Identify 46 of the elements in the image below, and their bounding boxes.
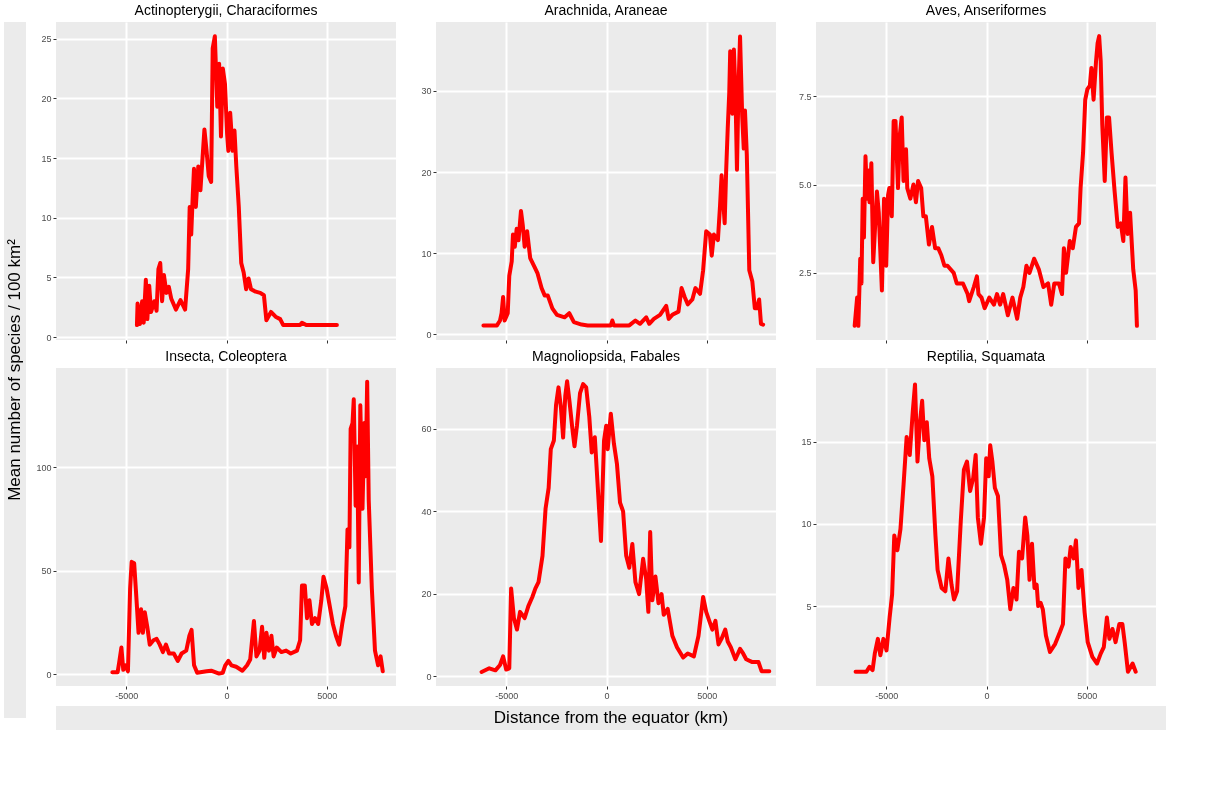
y-tick-label: 7.5: [798, 91, 812, 102]
y-tick-label: 20: [41, 93, 52, 104]
x-tick-label: 0: [224, 690, 230, 701]
x-tick-label: 0: [604, 690, 610, 701]
chart-title: Insecta, Coleoptera: [165, 348, 287, 364]
y-tick-label: 5.0: [798, 180, 812, 191]
y-tick-label: 0: [46, 669, 52, 680]
y-tick-label: 15: [801, 437, 812, 448]
x-tick-label: 5000: [1077, 690, 1098, 701]
line-series: [853, 382, 1138, 674]
y-tick-label: 0: [46, 332, 52, 343]
chart-title: Arachnida, Araneae: [544, 2, 668, 18]
y-tick-label: 0: [426, 671, 432, 682]
y-tick-label: 10: [421, 248, 432, 259]
line-series: [481, 34, 766, 328]
y-tick-label: 60: [421, 424, 432, 435]
y-tick-label: 50: [41, 566, 52, 577]
y-tick-label: 2.5: [798, 268, 812, 279]
chart-title: Actinopterygii, Characiformes: [134, 2, 318, 18]
y-tick-label: 10: [801, 519, 812, 530]
line-series: [479, 379, 772, 674]
chart-title: Reptilia, Squamata: [926, 348, 1046, 364]
y-tick-label: 30: [421, 86, 432, 97]
x-tick-label: -5000: [495, 690, 519, 701]
line-series: [134, 34, 339, 328]
chart-title: Aves, Anseriformes: [925, 2, 1047, 18]
y-tick-label: 40: [421, 506, 432, 517]
y-tick-label: 0: [426, 329, 432, 340]
y-axis-title: Mean number of species / 100 km²: [5, 238, 24, 501]
chart-title: Magnoliopsida, Fabales: [532, 348, 680, 364]
x-tick-label: 5000: [317, 690, 338, 701]
y-tick-label: 10: [41, 213, 52, 224]
x-tick-label: 5000: [697, 690, 718, 701]
line-series: [110, 379, 385, 676]
x-tick-label: 0: [984, 690, 990, 701]
y-tick-label: 5: [806, 601, 812, 612]
y-tick-label: 25: [41, 34, 52, 45]
y-tick-label: 15: [41, 153, 52, 164]
x-tick-label: -5000: [115, 690, 139, 701]
y-tick-label: 20: [421, 167, 432, 178]
x-axis-title: Distance from the equator (km): [493, 708, 729, 727]
y-tick-label: 20: [421, 589, 432, 600]
line-series: [852, 34, 1139, 328]
y-tick-label: 100: [36, 462, 52, 473]
y-tick-label: 5: [46, 272, 52, 283]
x-tick-label: -5000: [875, 690, 899, 701]
